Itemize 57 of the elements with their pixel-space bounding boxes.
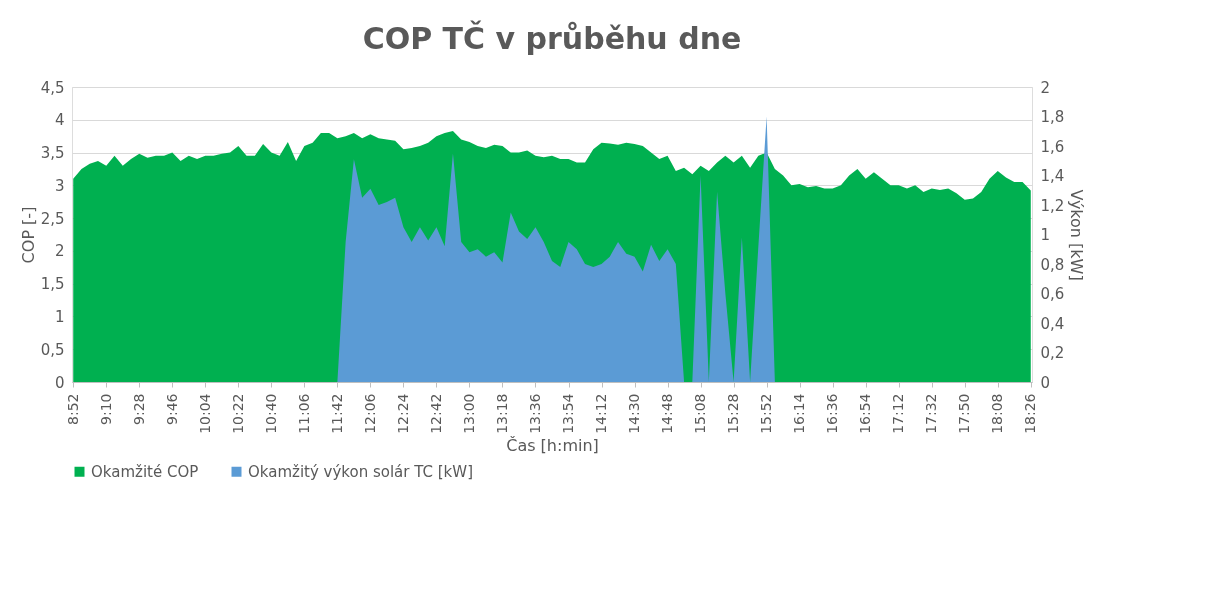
x-axis-title: Čas [h:min] — [506, 435, 599, 455]
y-tick-label: 1 — [54, 307, 65, 326]
x-tick-label: 12:24 — [394, 393, 411, 434]
y-tick-label: 0 — [54, 373, 65, 392]
x-tick-label: 10:04 — [196, 393, 213, 434]
x-tick-label: 9:10 — [97, 393, 114, 425]
x-tick-label: 10:22 — [229, 393, 246, 434]
x-tick-label: 9:28 — [130, 393, 147, 425]
x-tick-label: 18:08 — [989, 393, 1006, 434]
x-tick-label: 15:52 — [758, 393, 775, 434]
y2-tick-label: 1,6 — [1040, 137, 1065, 156]
y2-tick-label: 0 — [1040, 373, 1051, 392]
y2-tick-label: 2 — [1040, 78, 1051, 97]
y-tick-label: 0,5 — [40, 340, 65, 359]
y-axis-title: COP [-] — [18, 206, 38, 264]
y2-tick-label: 1,2 — [1040, 196, 1065, 215]
x-tick-label: 14:30 — [626, 393, 643, 434]
x-tick-label: 16:54 — [857, 393, 874, 434]
y-tick-label: 3,5 — [40, 144, 65, 163]
x-tick-label: 16:14 — [791, 393, 808, 434]
x-tick-label: 13:54 — [560, 393, 577, 434]
y2-tick-label: 0,8 — [1040, 255, 1065, 274]
y2-tick-label: 0,2 — [1040, 344, 1065, 362]
x-tick-label: 13:18 — [493, 393, 510, 434]
x-tick-label: 17:32 — [923, 393, 940, 434]
x-tick-label: 18:26 — [1022, 393, 1039, 434]
x-tick-label: 16:36 — [824, 393, 841, 434]
y-tick-label: 1,5 — [40, 275, 65, 294]
x-tick-label: 15:08 — [692, 393, 709, 434]
x-tick-label: 14:48 — [659, 393, 676, 434]
x-tick-label: 8:52 — [64, 393, 81, 425]
x-tick-label: 13:00 — [460, 393, 477, 434]
y2-tick-label: 1,8 — [1040, 108, 1065, 126]
x-tick-label: 14:12 — [593, 393, 610, 434]
legend-label: Okamžité COP — [91, 462, 199, 481]
x-tick-label: 17:12 — [890, 393, 907, 434]
y-tick-label: 3 — [54, 176, 65, 195]
y2-axis-title: Výkon [kW] — [1067, 189, 1087, 281]
x-tick-label: 12:06 — [361, 393, 378, 434]
y-tick-label: 4 — [54, 111, 65, 130]
x-tick-label: 11:42 — [328, 393, 345, 434]
x-tick-label: 15:28 — [725, 393, 742, 434]
y2-tick-label: 1,4 — [1040, 167, 1065, 185]
y2-tick-label: 0,6 — [1040, 285, 1065, 303]
legend-label: Okamžitý výkon solár TC [kW] — [248, 462, 473, 481]
x-tick-label: 13:36 — [526, 393, 543, 434]
x-tick-label: 11:06 — [295, 393, 312, 434]
chart-title: COP TČ v průběhu dne — [362, 20, 742, 56]
y2-tick-label: 0,4 — [1040, 314, 1065, 333]
x-tick-label: 17:50 — [956, 393, 973, 434]
x-tick-label: 12:42 — [427, 393, 444, 434]
x-tick-label: 10:40 — [262, 393, 279, 434]
y-tick-label: 4,5 — [40, 78, 65, 97]
y-tick-label: 2 — [54, 242, 65, 261]
y-tick-label: 2,5 — [40, 209, 65, 228]
x-tick-label: 9:46 — [163, 393, 180, 425]
y2-tick-label: 1 — [1040, 226, 1051, 244]
